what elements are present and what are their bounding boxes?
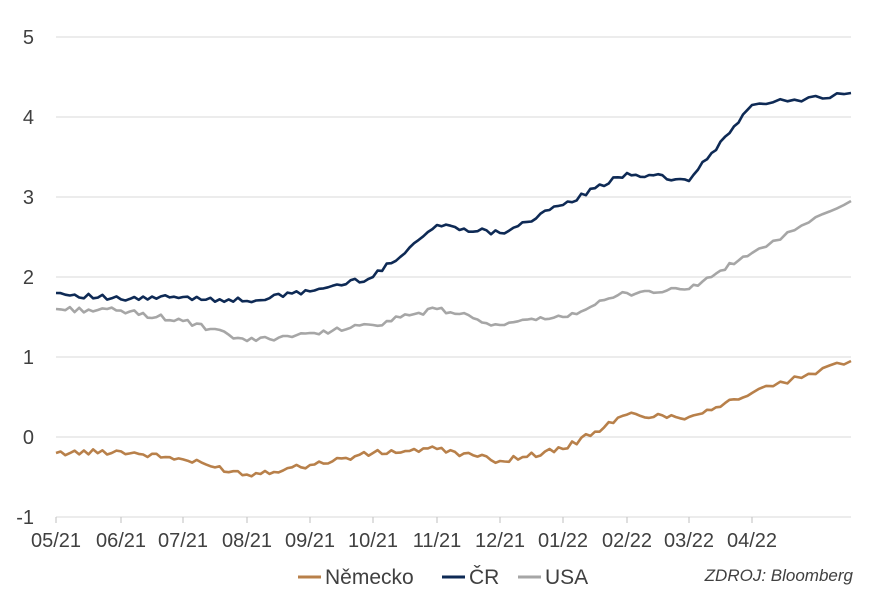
y-tick-label-1: 0 [23,427,34,449]
y-tick-label-2: 1 [23,347,34,369]
series-line-0 [55,359,852,478]
x-tick-label-5: 10/21 [348,530,398,552]
x-tick-label-7: 12/21 [475,530,525,552]
legend-label-cr: ČR [469,566,499,589]
x-tick-label-1: 06/21 [96,530,146,552]
y-axis: -1 0 1 2 3 4 5 [16,27,34,529]
y-tick-label-6: 5 [23,27,34,49]
legend-label-usa: USA [545,566,588,589]
x-tick-label-8: 01/22 [538,530,588,552]
y-tick-label-3: 2 [23,267,34,289]
x-tick-label-2: 07/21 [158,530,208,552]
legend: Německo ČR USA [298,566,588,589]
x-tick-label-4: 09/21 [285,530,335,552]
y-tick-label-5: 4 [23,107,34,129]
y-tick-label-0: -1 [16,507,34,529]
gridlines [56,36,851,438]
x-tick-label-6: 11/21 [413,530,462,552]
x-tick-label-11: 04/22 [727,530,777,552]
y-tick-label-4: 3 [23,187,34,209]
x-tick-label-9: 02/22 [602,530,652,552]
x-tick-label-0: 05/21 [31,530,81,552]
x-tick-label-10: 03/22 [664,530,714,552]
x-tick-label-3: 08/21 [222,530,272,552]
legend-label-nemecko: Německo [325,566,414,589]
series-line-1 [55,91,852,304]
series-line-2 [55,199,852,343]
x-axis: 05/21 06/21 07/21 08/21 09/21 10/21 11/21 12/21… [31,516,851,552]
series-lines [55,91,852,478]
source-note: ZDROJ: Bloomberg [704,566,854,585]
